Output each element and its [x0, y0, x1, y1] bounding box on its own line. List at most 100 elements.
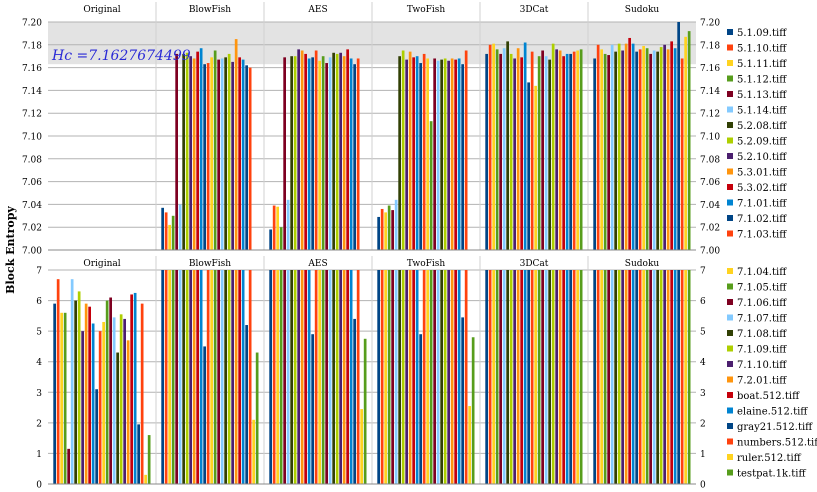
- bar: [555, 49, 558, 250]
- bar: [346, 49, 349, 250]
- bar: [670, 41, 673, 250]
- bar: [161, 207, 164, 250]
- bar: [426, 58, 429, 251]
- bar: [147, 435, 151, 484]
- bar: [321, 270, 325, 484]
- bar: [666, 270, 670, 484]
- bar: [349, 270, 353, 484]
- y-tick-label-left: 5: [36, 328, 42, 338]
- bar: [196, 51, 199, 250]
- bar: [346, 270, 349, 484]
- bar: [422, 270, 426, 484]
- bar: [199, 48, 203, 250]
- bar: [380, 208, 384, 250]
- bar: [178, 204, 182, 250]
- bar: [461, 317, 464, 484]
- bar: [224, 57, 227, 251]
- legend-swatch: [727, 168, 733, 175]
- y-tick-label-right: 2: [700, 419, 706, 429]
- legend-label: 7.1.08.tiff: [737, 329, 787, 340]
- bar: [56, 279, 60, 484]
- bar: [206, 270, 210, 484]
- bar: [440, 59, 443, 251]
- bottom-panel: 0 0 1 1 2 2 3 3 4 4 5 5 6 6 7 7 Original BlowFish AES TwoFi…: [36, 256, 706, 491]
- bar: [224, 270, 227, 484]
- bar: [642, 45, 645, 250]
- legend-swatch: [727, 91, 733, 97]
- bar: [415, 56, 419, 251]
- bar: [447, 270, 450, 484]
- bar: [398, 56, 401, 251]
- bar: [286, 199, 290, 250]
- bar: [544, 270, 548, 484]
- bar: [171, 270, 175, 484]
- bar: [412, 270, 415, 484]
- legend-swatch: [727, 299, 733, 305]
- bar: [175, 53, 178, 250]
- bar: [565, 53, 569, 250]
- legend-swatch: [727, 454, 733, 460]
- bar: [199, 270, 203, 484]
- bar: [499, 53, 502, 250]
- bar: [426, 270, 429, 484]
- bar: [335, 53, 339, 250]
- y-tick-label-right: 7: [700, 267, 706, 277]
- group-title: Original: [83, 5, 120, 15]
- bar: [457, 270, 461, 484]
- group-title: BlowFish: [189, 5, 231, 15]
- bar: [607, 270, 610, 484]
- bar: [293, 270, 297, 484]
- hc-annotation: Hc =7.1627674499: [51, 48, 191, 64]
- bar: [663, 270, 666, 484]
- group-title: 3DCat: [520, 259, 549, 269]
- legend-swatch: [727, 314, 733, 321]
- bar: [631, 43, 635, 250]
- legend-swatch: [727, 153, 733, 159]
- top-panel: 7.00 7.00 7.02 7.02 7.04 7.04 7.06 7.06 7.08 7.08…: [22, 2, 720, 257]
- bar: [255, 352, 259, 484]
- bar: [91, 323, 95, 484]
- bar: [659, 47, 663, 250]
- y-tick-label-left: 6: [36, 297, 42, 307]
- legend-label: 5.1.10.tiff: [737, 44, 787, 55]
- bar: [419, 63, 422, 250]
- bar: [652, 270, 656, 484]
- bar: [300, 270, 304, 484]
- bar: [356, 58, 360, 251]
- bar: [185, 52, 189, 250]
- bar: [593, 58, 596, 251]
- legend-swatch: [727, 29, 733, 35]
- bar: [238, 57, 241, 251]
- legend-swatch: [727, 469, 733, 476]
- bar: [408, 51, 412, 250]
- y-tick-label-left: 7.14: [22, 87, 42, 97]
- bar: [175, 270, 178, 484]
- bar: [328, 270, 332, 484]
- legend-swatch: [727, 376, 733, 383]
- legend-label: 5.1.14.tiff: [737, 106, 787, 117]
- bar: [307, 270, 311, 484]
- bar: [485, 53, 488, 250]
- bar: [471, 337, 475, 484]
- bar: [314, 270, 318, 484]
- bar: [495, 49, 499, 250]
- bar: [401, 270, 405, 484]
- bar: [464, 50, 468, 250]
- bar: [126, 340, 130, 484]
- bar: [670, 270, 673, 484]
- bar: [210, 57, 213, 251]
- legend-label: 7.1.09.tiff: [737, 345, 787, 356]
- legend-label: 5.2.09.tiff: [737, 137, 787, 148]
- bar: [635, 270, 638, 484]
- bar: [624, 270, 628, 484]
- bar: [628, 270, 631, 484]
- bar: [502, 48, 506, 250]
- bar: [353, 318, 356, 484]
- bar: [530, 270, 534, 484]
- bar: [565, 270, 569, 484]
- bar: [576, 270, 579, 484]
- bar: [342, 56, 346, 251]
- bar: [659, 270, 663, 484]
- bar: [596, 270, 600, 484]
- legend-label: 5.1.11.tiff: [737, 59, 787, 70]
